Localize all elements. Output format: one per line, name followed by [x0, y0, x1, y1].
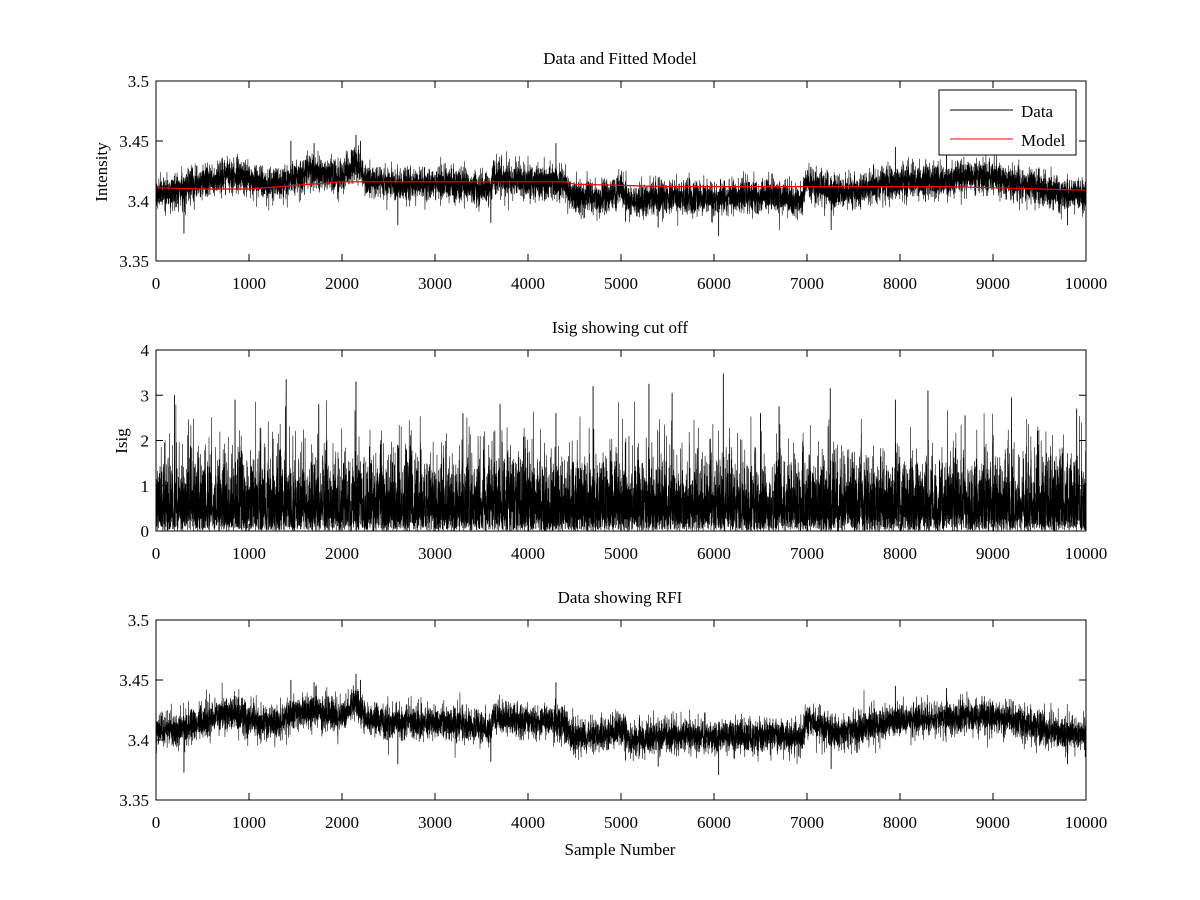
x-tick-label: 4000: [511, 544, 545, 563]
y-tick-label: 3.5: [128, 611, 149, 630]
x-tick-label: 0: [152, 813, 161, 832]
x-tick-label: 3000: [418, 813, 452, 832]
x-axis-label: Sample Number: [565, 840, 676, 859]
series-line-model: [155, 181, 1087, 191]
x-tick-label: 1000: [232, 813, 266, 832]
x-tick-label: 7000: [790, 274, 824, 293]
x-tick-label: 5000: [604, 813, 638, 832]
y-tick-label: 3.45: [119, 671, 149, 690]
y-tick-label: 3.45: [119, 132, 149, 151]
panel-data-and-fitted-model: Data and Fitted Model Intensity 0 1000 200…: [92, 49, 1107, 293]
y-tick-label: 3.35: [119, 791, 149, 810]
x-tick-label: 10000: [1065, 544, 1108, 563]
series-line-isig: [155, 373, 1087, 532]
series-layer: [155, 373, 1087, 532]
x-tick-label: 2000: [325, 274, 359, 293]
legend: Data Model: [938, 89, 1077, 156]
x-tick-label: 0: [152, 274, 161, 293]
axes-frame: [155, 80, 1087, 262]
x-tick-label: 1000: [232, 274, 266, 293]
y-tick-label: 2: [141, 432, 150, 451]
plot-title: Data and Fitted Model: [543, 49, 697, 68]
series-line-data: [155, 134, 1087, 237]
plot-title: Data showing RFI: [558, 588, 683, 607]
series-layer: [155, 673, 1087, 776]
x-tick-label: 1000: [232, 544, 266, 563]
tick-layer: 0 1000 2000 3000 4000 5000 6000 7000 8000 9000 100…: [119, 611, 1107, 832]
y-tick-label: 3.4: [128, 192, 150, 211]
x-tick-label: 4000: [511, 813, 545, 832]
y-tick-label: 1: [141, 477, 150, 496]
series-layer: [155, 134, 1087, 237]
legend-box: [938, 89, 1077, 156]
x-tick-label: 9000: [976, 544, 1010, 563]
panel-isig-showing-cut-off: Isig showing cut off Isig 0 1000 2000 3000 4…: [112, 318, 1107, 563]
axes-frame: [155, 349, 1087, 532]
y-tick-label: 4: [141, 341, 150, 360]
y-tick-label: 3: [141, 386, 150, 405]
y-tick-label: 3.35: [119, 252, 149, 271]
x-tick-label: 6000: [697, 274, 731, 293]
x-tick-label: 0: [152, 544, 161, 563]
x-tick-label: 7000: [790, 544, 824, 563]
y-tick-label: 3.5: [128, 72, 149, 91]
x-tick-label: 8000: [883, 274, 917, 293]
x-tick-label: 5000: [604, 544, 638, 563]
legend-model-label: Model: [1021, 131, 1066, 150]
x-tick-label: 3000: [418, 274, 452, 293]
x-tick-label: 8000: [883, 813, 917, 832]
x-tick-label: 10000: [1065, 274, 1108, 293]
x-tick-label: 6000: [697, 813, 731, 832]
series-line-data: [155, 673, 1087, 776]
panel-data-showing-rfi: Data showing RFI 0 1000 2000 3000 4000 5000 60…: [119, 588, 1107, 859]
x-tick-label: 2000: [325, 544, 359, 563]
x-tick-label: 6000: [697, 544, 731, 563]
x-tick-label: 8000: [883, 544, 917, 563]
plot-title: Isig showing cut off: [552, 318, 688, 337]
x-tick-label: 5000: [604, 274, 638, 293]
x-tick-label: 9000: [976, 813, 1010, 832]
x-tick-label: 9000: [976, 274, 1010, 293]
y-tick-label: 3.4: [128, 731, 150, 750]
y-axis-label: Intensity: [92, 142, 111, 202]
x-tick-label: 4000: [511, 274, 545, 293]
tick-layer: 0 1000 2000 3000 4000 5000 6000 7000 8000 9000 100…: [119, 72, 1107, 293]
x-tick-label: 10000: [1065, 813, 1108, 832]
y-tick-label: 0: [141, 522, 150, 541]
legend-data-label: Data: [1021, 102, 1054, 121]
x-tick-label: 3000: [418, 544, 452, 563]
x-tick-label: 7000: [790, 813, 824, 832]
x-tick-label: 2000: [325, 813, 359, 832]
axes-frame: [155, 619, 1087, 801]
y-axis-label: Isig: [112, 428, 131, 454]
